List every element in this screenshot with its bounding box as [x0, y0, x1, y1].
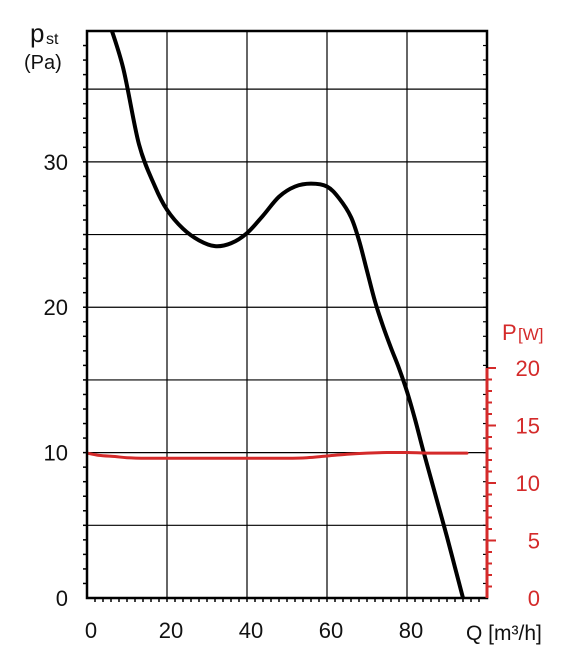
- right-axis-unit: [W]: [518, 325, 544, 344]
- x-tick-label: 40: [239, 618, 263, 643]
- right-tick-label: 5: [528, 529, 540, 554]
- left-tick-label: 0: [56, 586, 68, 611]
- power-curve: [87, 450, 469, 460]
- left-axis-label-sub: st: [46, 31, 59, 48]
- right-tick-label: 20: [516, 356, 540, 381]
- x-tick-label: 0: [85, 618, 97, 643]
- x-tick-label: 80: [399, 618, 423, 643]
- left-tick-label: 10: [44, 441, 68, 466]
- left-tick-labels: 0 10 20 30: [44, 150, 68, 611]
- left-tick-label: 20: [44, 295, 68, 320]
- x-tick-labels: 0 20 40 60 80: [85, 618, 423, 643]
- left-axis-label-main: p: [30, 18, 44, 48]
- right-tick-label: 15: [516, 414, 540, 439]
- left-axis-unit: (Pa): [24, 52, 62, 74]
- curves: [87, 31, 469, 598]
- x-tick-label: 60: [319, 618, 343, 643]
- pressure-curve: [109, 31, 465, 598]
- plot-frame: [85, 29, 489, 600]
- right-axis-label-main: P: [502, 320, 517, 345]
- right-tick-labels: 0 5 10 15 20: [516, 356, 540, 611]
- grid-lines: [87, 31, 487, 598]
- left-tick-label: 30: [44, 150, 68, 175]
- right-tick-label: 0: [528, 586, 540, 611]
- x-tick-label: 20: [159, 618, 183, 643]
- right-tick-label: 10: [516, 471, 540, 496]
- x-axis-label: Q [m³/h]: [466, 622, 542, 645]
- minor-ticks: [83, 44, 496, 602]
